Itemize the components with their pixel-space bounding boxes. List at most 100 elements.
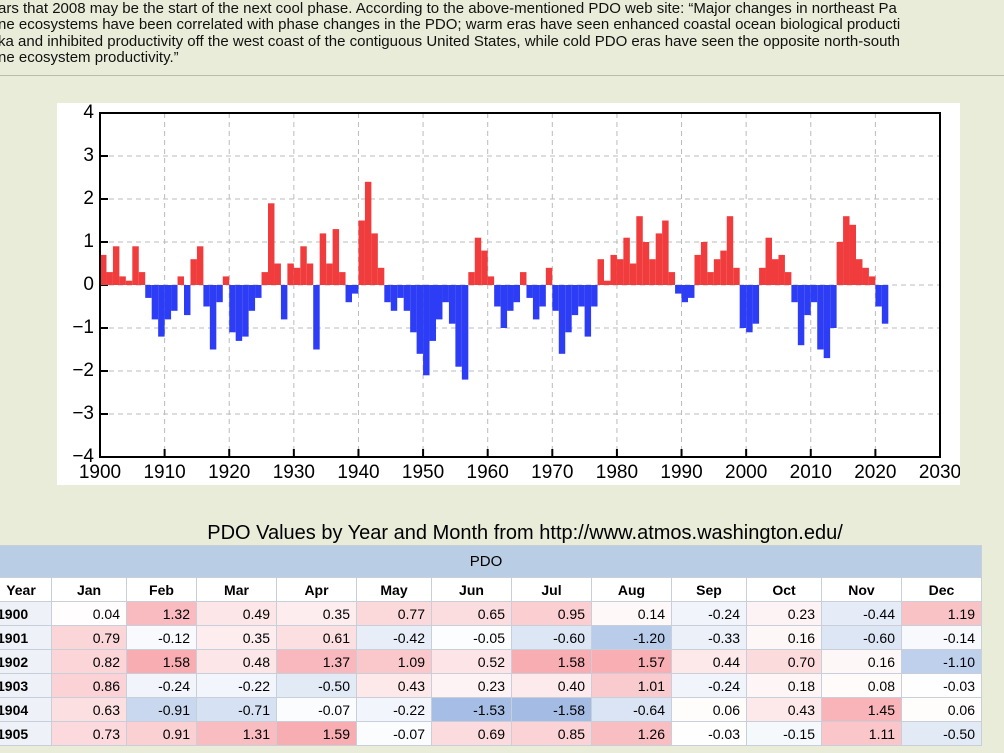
bar xyxy=(713,259,721,285)
table-title: PDO xyxy=(0,545,982,578)
value-cell: -1.58 xyxy=(511,697,592,722)
value-cell: -0.60 xyxy=(821,625,902,650)
x-tick-label: 1930 xyxy=(273,462,315,483)
x-tick-label: 2020 xyxy=(854,462,896,483)
bar xyxy=(688,285,695,298)
value-cell: 1.37 xyxy=(276,649,357,674)
x-tick-label: 2030 xyxy=(919,462,960,483)
x-tick-label: 1980 xyxy=(596,462,638,483)
bar xyxy=(545,267,553,285)
value-cell: 0.14 xyxy=(591,601,672,626)
value-cell: -0.42 xyxy=(356,625,432,650)
bar xyxy=(784,272,792,285)
bar xyxy=(700,242,708,285)
column-header: Feb xyxy=(126,577,197,602)
title-row: PDO xyxy=(0,545,982,578)
table-row: 1905 0.73 0.91 1.31 1.59 -0.07 0.69 0.85 1.26 -0.… xyxy=(0,721,982,746)
bar xyxy=(746,285,753,333)
bar xyxy=(507,285,514,311)
y-tick-label: −4 xyxy=(72,446,94,467)
bar xyxy=(539,285,546,307)
bar xyxy=(752,285,760,324)
bar xyxy=(623,237,630,285)
bar xyxy=(164,285,172,320)
bar xyxy=(578,285,585,307)
bar xyxy=(261,272,268,285)
value-cell: -0.71 xyxy=(196,697,277,722)
table-row: 1902 0.82 1.58 0.48 1.37 1.09 0.52 1.58 1.57 0.44… xyxy=(0,649,982,674)
bar xyxy=(739,285,747,328)
plot-frame xyxy=(99,112,941,458)
bar xyxy=(520,272,527,285)
x-tick-label: 2010 xyxy=(790,462,832,483)
value-cell: -1.10 xyxy=(901,649,982,674)
value-cell: 0.95 xyxy=(511,601,592,626)
x-tick-label: 1960 xyxy=(467,462,509,483)
value-cell: 1.26 xyxy=(591,721,672,746)
header-row: Year Jan Feb Mar Apr May Jun Jul Aug Sep Oct Nov Dec xyxy=(0,577,982,602)
bar xyxy=(642,242,650,285)
value-cell: -0.03 xyxy=(671,721,747,746)
x-tick-label: 1940 xyxy=(337,462,379,483)
x-tick-label: 1910 xyxy=(143,462,185,483)
bar xyxy=(765,237,772,285)
bar xyxy=(487,276,495,285)
bar xyxy=(720,250,727,285)
bar xyxy=(668,272,676,285)
year-cell: 1902 xyxy=(0,649,52,674)
bar xyxy=(856,259,863,285)
column-header: Aug xyxy=(591,577,672,602)
value-cell: 0.16 xyxy=(746,625,822,650)
bar xyxy=(300,246,307,285)
year-cell: 1905 xyxy=(0,721,52,746)
bar xyxy=(810,285,818,303)
text-line: ne ecosystems have been correlated with … xyxy=(0,16,901,33)
value-cell: 0.43 xyxy=(356,673,432,698)
bar xyxy=(636,216,643,285)
value-cell: 1.11 xyxy=(821,721,902,746)
value-cell: -0.07 xyxy=(356,721,432,746)
bar xyxy=(468,272,475,285)
bar xyxy=(442,285,449,303)
year-cell: 1904 xyxy=(0,697,52,722)
bar xyxy=(707,272,714,285)
value-cell: -0.14 xyxy=(901,625,982,650)
bar xyxy=(326,263,333,285)
bar xyxy=(242,285,249,337)
value-cell: 0.04 xyxy=(51,601,127,626)
column-header: Jun xyxy=(431,577,512,602)
column-header: Dec xyxy=(901,577,982,602)
bar xyxy=(804,285,811,316)
bar xyxy=(778,254,785,285)
value-cell: -0.24 xyxy=(671,601,747,626)
value-cell: -0.12 xyxy=(126,625,197,650)
value-cell: 0.73 xyxy=(51,721,127,746)
bar xyxy=(875,285,882,307)
value-cell: 0.77 xyxy=(356,601,432,626)
table-row: 1901 0.79 -0.12 0.35 0.61 -0.42 -0.05 -0.60 -1.2… xyxy=(0,625,982,650)
bar xyxy=(352,285,359,294)
bar xyxy=(849,224,856,285)
bar xyxy=(268,203,275,285)
value-cell: 0.23 xyxy=(746,601,822,626)
bar xyxy=(558,285,566,354)
bar xyxy=(229,285,236,333)
bar xyxy=(423,285,430,376)
value-cell: 1.32 xyxy=(126,601,197,626)
bar xyxy=(151,285,159,320)
bar xyxy=(461,285,469,380)
bar xyxy=(584,285,592,337)
bar xyxy=(655,233,663,285)
text-line: ars that 2008 may be the start of the ne… xyxy=(0,0,897,17)
value-cell: 1.58 xyxy=(511,649,592,674)
bar xyxy=(171,285,178,311)
value-cell: -0.05 xyxy=(431,625,512,650)
bar xyxy=(287,263,294,285)
bar xyxy=(843,216,850,285)
bar xyxy=(772,259,779,285)
bar xyxy=(552,285,559,311)
text-line: ne ecosystem productivity.” xyxy=(0,49,179,66)
bar xyxy=(196,246,204,285)
y-tick-label: 2 xyxy=(83,188,94,209)
bar xyxy=(364,181,372,285)
